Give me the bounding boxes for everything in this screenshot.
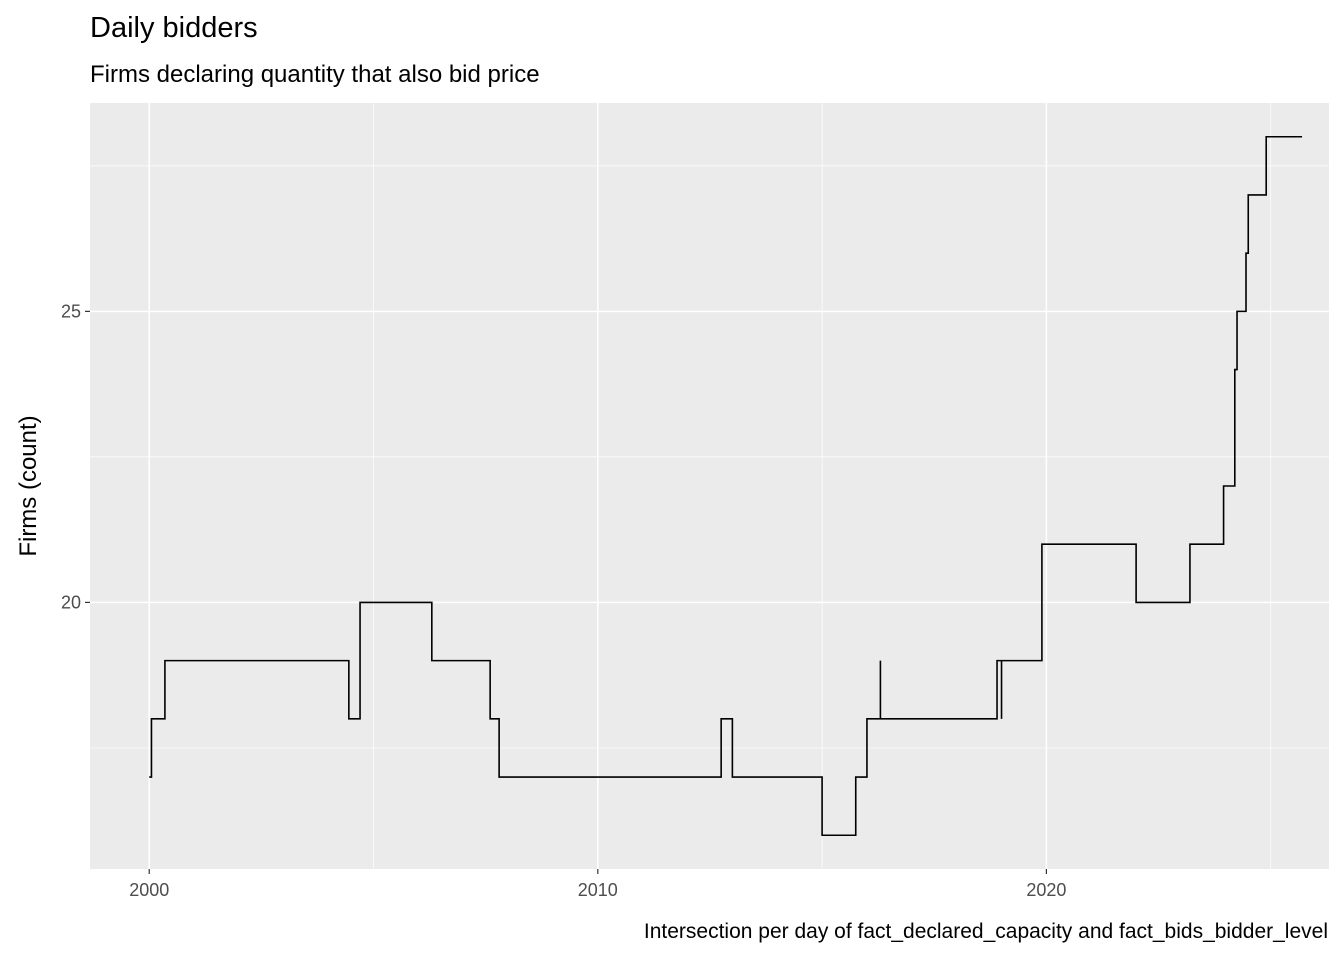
- major-gridlines: [90, 103, 1329, 869]
- x-axis: 2000 2010 2020: [129, 869, 1066, 900]
- plot-panel: [90, 103, 1329, 869]
- x-tick-label: 2000: [129, 880, 169, 900]
- y-axis-title: Firms (count): [15, 415, 42, 556]
- chart-caption: Intersection per day of fact_declared_ca…: [643, 920, 1328, 943]
- chart-subtitle: Firms declaring quantity that also bid p…: [90, 61, 540, 88]
- x-tick-label: 2010: [578, 880, 618, 900]
- minor-gridlines: [90, 103, 1329, 869]
- y-tick-label: 25: [61, 301, 81, 321]
- y-tick-label: 20: [61, 592, 81, 612]
- series-line-firms: [149, 135, 1303, 837]
- chart-title: Daily bidders: [90, 12, 258, 44]
- x-tick-label: 2020: [1026, 880, 1066, 900]
